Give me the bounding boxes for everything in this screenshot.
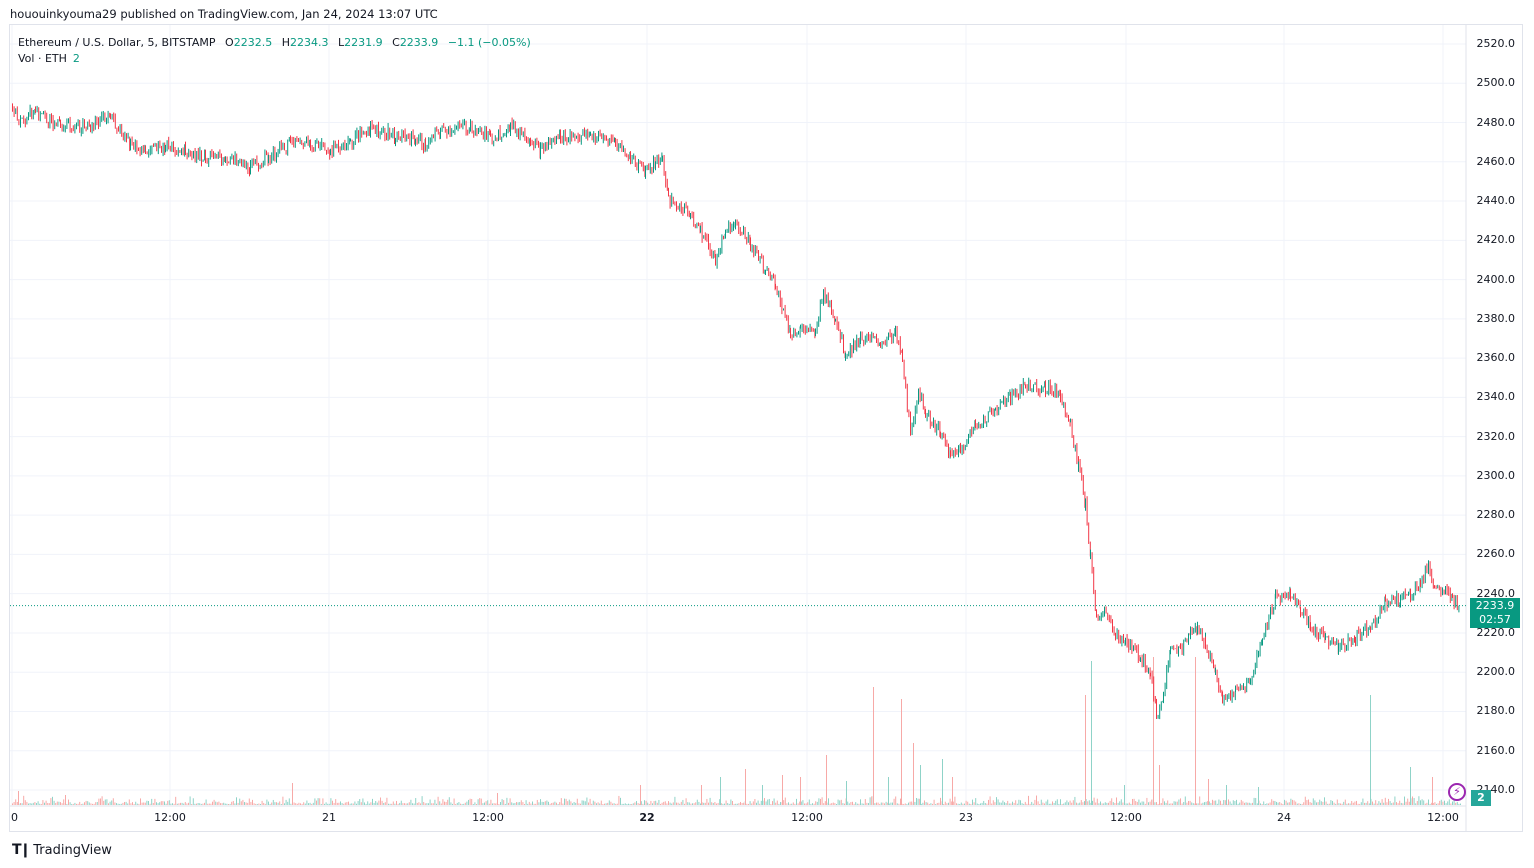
high-value: 2234.3 <box>289 36 329 49</box>
price-tick: 2180.0 <box>1476 704 1516 718</box>
open-value: 2232.5 <box>233 36 273 49</box>
volume-bar <box>292 783 293 805</box>
close-label: C <box>392 36 400 49</box>
volume-bar <box>1195 657 1196 805</box>
chart-legend: Ethereum / U.S. Dollar, 5, BITSTAMP O223… <box>18 35 531 67</box>
brand-name: TradingView <box>33 842 112 858</box>
close-value: 2233.9 <box>399 36 439 49</box>
time-tick: 22 <box>639 811 655 824</box>
time-tick: 12:00 <box>472 811 504 824</box>
time-tick: 12:00 <box>1110 811 1142 824</box>
price-tick: 2240.0 <box>1476 586 1516 600</box>
volume-bar <box>1124 785 1125 805</box>
volume-bar <box>800 777 801 805</box>
volume-bar <box>18 791 19 805</box>
volume-bar <box>952 777 953 805</box>
ohlc-row: Ethereum / U.S. Dollar, 5, BITSTAMP O223… <box>18 35 531 51</box>
volume-bar <box>920 765 921 805</box>
volume-bar <box>873 687 874 805</box>
open-label: O <box>225 36 234 49</box>
volume-row: Vol · ETH 2 <box>18 51 531 67</box>
volume-label[interactable]: Vol · ETH <box>18 52 67 65</box>
symbol-title[interactable]: Ethereum / U.S. Dollar, 5, BITSTAMP <box>18 36 216 49</box>
change-value: −1.1 (−0.05%) <box>447 36 531 49</box>
volume-bar <box>888 777 889 805</box>
volume-bar <box>913 743 914 805</box>
lightning-icon[interactable]: ⚡ <box>1448 783 1466 801</box>
price-axis[interactable]: 2520.0 2500.0 2480.0 2460.0 2440.0 2420.0 2400… <box>1466 25 1523 807</box>
volume-bar <box>762 785 763 805</box>
price-tick: 2380.0 <box>1476 311 1516 325</box>
volume-bar <box>942 759 943 805</box>
volume-bar <box>640 785 641 805</box>
price-tick: 2420.0 <box>1476 233 1516 247</box>
time-tick: 21 <box>322 811 336 824</box>
tradingview-logo[interactable]: T❙ TradingView <box>12 842 112 858</box>
volume-bar <box>901 699 902 805</box>
volume-bar <box>1226 785 1227 805</box>
volume-bar <box>1091 661 1092 805</box>
last-price: 2233.9 <box>1475 599 1515 612</box>
last-price-badge: 2233.9 02:57 <box>1470 598 1520 628</box>
price-tick: 2160.0 <box>1476 743 1516 757</box>
volume-bar <box>701 785 702 805</box>
price-tick: 2440.0 <box>1476 194 1516 208</box>
time-tick: 23 <box>959 811 973 824</box>
volume-bar <box>1432 777 1433 805</box>
time-tick: 12:00 <box>791 811 823 824</box>
time-tick: 12:00 <box>1427 811 1459 824</box>
publisher-caption: hououinkyouma29 published on TradingView… <box>10 7 438 21</box>
volume-bar <box>1085 695 1086 805</box>
price-tick: 2400.0 <box>1476 272 1516 286</box>
volume-bar <box>1159 765 1160 805</box>
price-tick: 2260.0 <box>1476 547 1516 561</box>
volume-bar <box>846 781 847 805</box>
price-tick: 2320.0 <box>1476 429 1516 443</box>
price-tick: 2480.0 <box>1476 115 1516 129</box>
price-tick: 2280.0 <box>1476 508 1516 522</box>
volume-bar <box>1153 657 1154 805</box>
price-tick: 2360.0 <box>1476 351 1516 365</box>
tradingview-mark-icon: T❙ <box>12 842 31 858</box>
volume-bar <box>1370 695 1371 805</box>
volume-count-badge: 2 <box>1471 790 1491 806</box>
volume-bar <box>65 795 66 805</box>
volume-bar <box>1258 787 1259 805</box>
low-value: 2231.9 <box>344 36 383 49</box>
chart-frame[interactable] <box>9 24 1523 832</box>
volume-bar <box>497 793 498 805</box>
bar-countdown: 02:57 <box>1479 613 1511 626</box>
high-label: H <box>281 36 290 49</box>
time-tick: 0 <box>11 811 18 824</box>
time-tick: 24 <box>1277 811 1291 824</box>
volume-bar <box>826 755 827 805</box>
volume-bar <box>1410 767 1411 805</box>
volume-bar <box>782 775 783 805</box>
low-label: L <box>337 36 345 49</box>
time-tick: 12:00 <box>154 811 186 824</box>
price-tick: 2300.0 <box>1476 468 1516 482</box>
price-tick: 2340.0 <box>1476 390 1516 404</box>
volume-bar <box>720 777 721 805</box>
price-tick: 2460.0 <box>1476 154 1516 168</box>
price-tick: 2520.0 <box>1476 37 1516 50</box>
volume-value: 2 <box>72 52 80 65</box>
price-tick: 2220.0 <box>1476 625 1516 639</box>
volume-bar <box>1208 779 1209 805</box>
price-tick: 2200.0 <box>1476 665 1516 679</box>
volume-bar <box>745 769 746 805</box>
price-tick: 2500.0 <box>1476 76 1516 90</box>
